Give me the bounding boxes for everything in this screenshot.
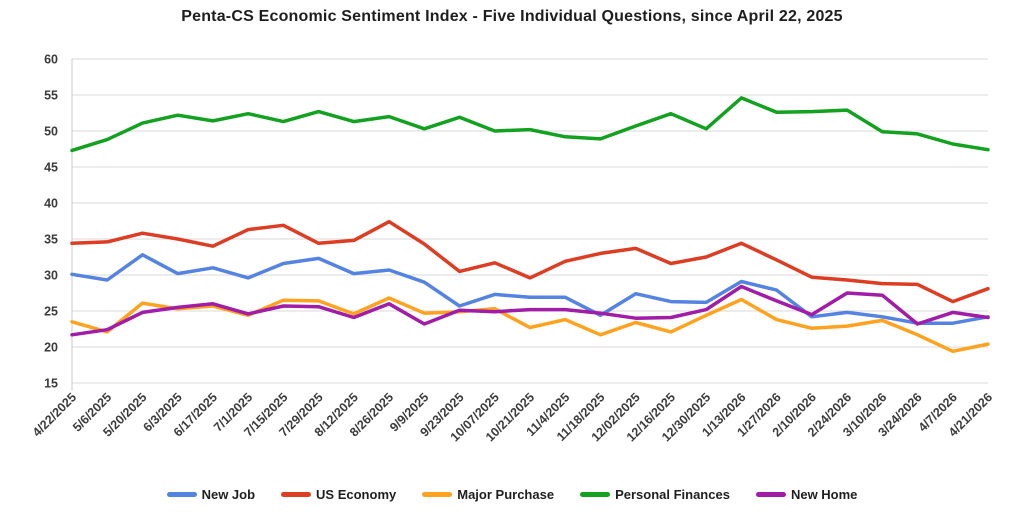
svg-text:50: 50 <box>44 125 58 139</box>
legend-item-us-economy: US Economy <box>281 487 396 502</box>
legend-item-new-job: New Job <box>166 486 256 502</box>
legend-swatch-new-job <box>166 491 197 497</box>
svg-text:25: 25 <box>44 305 58 319</box>
svg-text:45: 45 <box>44 161 58 175</box>
svg-text:60: 60 <box>44 53 58 67</box>
legend-item-new-home: New Home <box>755 486 858 502</box>
svg-text:35: 35 <box>44 233 58 247</box>
svg-text:55: 55 <box>44 89 58 103</box>
legend-swatch-us-economy <box>281 491 312 497</box>
legend-item-major-purchase: Major Purchase <box>422 487 554 502</box>
legend-label-new-home: New Home <box>790 486 858 502</box>
series-line-major-purchase <box>70 296 990 354</box>
series-line-personal-finances <box>70 96 990 153</box>
series-line-new-job <box>70 253 990 325</box>
svg-text:4/22/2025: 4/22/2025 <box>30 390 79 439</box>
legend-item-personal-finances: Personal Finances <box>580 487 730 502</box>
legend-label-us-economy: US Economy <box>316 486 397 502</box>
y-gridlines <box>72 58 988 384</box>
series-line-new-home <box>70 284 990 337</box>
legend-label-major-purchase: Major Purchase <box>457 486 555 502</box>
legend-swatch-major-purchase <box>422 491 453 497</box>
legend-label-personal-finances: Personal Finances <box>615 486 730 502</box>
svg-text:40: 40 <box>44 197 58 211</box>
svg-text:30: 30 <box>44 269 58 283</box>
legend-swatch-new-home <box>755 491 786 497</box>
series-line-us-economy <box>70 219 990 304</box>
x-axis-labels: 4/22/20255/6/20255/20/20256/3/20256/17/2… <box>30 390 995 444</box>
chart-title: Penta-CS Economic Sentiment Index - Five… <box>181 8 843 25</box>
plot-svg: 15 20 25 30 35 40 45 50 55 60 4/22/20255/6/20255/2… <box>30 53 995 445</box>
legend-swatch-personal-finances <box>580 491 611 497</box>
svg-text:15: 15 <box>44 377 58 391</box>
svg-text:20: 20 <box>44 341 58 355</box>
chart-legend: New Job US Economy Major Purchase Person… <box>0 481 1024 507</box>
y-axis-labels: 15 20 25 30 35 40 45 50 55 60 <box>44 53 58 391</box>
legend-label-new-job: New Job <box>201 486 256 502</box>
